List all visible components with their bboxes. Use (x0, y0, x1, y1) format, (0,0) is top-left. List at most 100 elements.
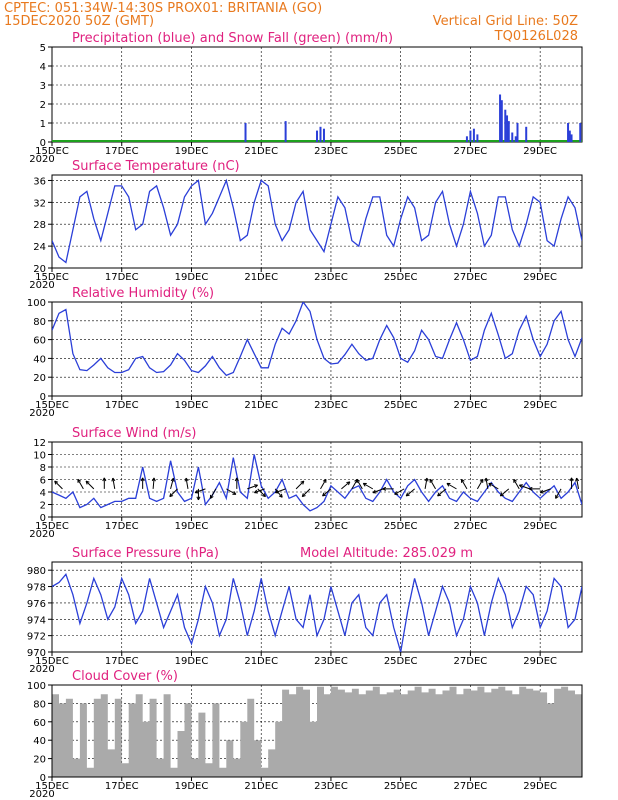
wind-arrow (372, 488, 384, 494)
y-tick-label: 28 (33, 220, 46, 231)
x-tick-label: 23DEC (314, 781, 348, 792)
x-tick-label: 23DEC (314, 272, 348, 283)
wind-arrow-head (424, 477, 429, 482)
wind-arrow-head (575, 477, 580, 482)
wind-arrow-head (429, 478, 434, 483)
precip-bar (476, 134, 479, 142)
wind-arrow-head (111, 477, 116, 482)
series-line (52, 302, 582, 377)
wind-arrow (322, 488, 332, 497)
y-tick-label: 4 (40, 62, 46, 73)
wind-arrow (341, 481, 351, 490)
precip-bar (504, 109, 507, 142)
wind-arrow (405, 488, 415, 497)
x-tick-label: 21DEC (244, 146, 278, 157)
x-tick-label: 15DEC (35, 272, 69, 283)
y-tick-label: 978 (27, 583, 46, 594)
precip-bar (322, 128, 325, 142)
y-tick-label: 100 (27, 681, 46, 692)
wind-arrow (226, 488, 237, 495)
wind-arrow (247, 484, 258, 490)
wind-arrow-head (488, 482, 493, 487)
y-tick-label: 1 (40, 119, 46, 130)
x-year-label: 2020 (29, 154, 54, 165)
header-run-date: 15DEC2020 50Z (GMT) (4, 14, 154, 29)
wind-arrow-head (382, 486, 387, 491)
precip-bar (570, 134, 573, 142)
x-tick-label: 21DEC (244, 781, 278, 792)
x-tick-label: 15DEC (35, 146, 69, 157)
x-tick-label: 25DEC (384, 272, 418, 283)
wind-arrow (429, 479, 436, 490)
wind-arrow (85, 480, 95, 490)
wind-arrow (170, 478, 174, 490)
cloud-cover-area (52, 686, 582, 777)
x-tick-label: 27DEC (454, 400, 488, 411)
y-tick-label: 100 (27, 298, 46, 309)
wind-arrow-head (278, 493, 283, 498)
wind-arrow (356, 479, 363, 490)
wind-arrow-head (437, 492, 442, 497)
wind-arrow (576, 477, 580, 489)
y-tick-label: 80 (33, 317, 46, 328)
x-tick-label: 17DEC (105, 146, 139, 157)
x-tick-label: 29DEC (523, 781, 557, 792)
wind-arrow-head (102, 477, 107, 482)
x-year-label: 2020 (29, 664, 54, 675)
x-tick-label: 25DEC (384, 781, 418, 792)
x-tick-label: 27DEC (454, 656, 488, 667)
panel-2: 20 24 28 32 36 15DEC 17DEC 19DEC 21DEC 23DEC 25DEC… (29, 159, 583, 291)
wind-arrow-head (539, 489, 544, 494)
x-tick-label: 17DEC (105, 781, 139, 792)
wind-arrow (301, 488, 311, 498)
wind-arrow-head (555, 494, 559, 499)
wind-arrow-head (169, 493, 174, 498)
x-tick-label: 19DEC (175, 781, 209, 792)
precip-bar (579, 123, 582, 142)
panel-4: 02 46 810 12 15DEC 17DEC 19DEC 21DEC 23DEC 25DEC 2… (29, 426, 583, 540)
y-tick-label: 40 (33, 736, 46, 747)
series-line (52, 178, 582, 264)
y-tick-label: 972 (27, 632, 46, 643)
wind-arrow-head (322, 478, 327, 483)
wind-arrow (254, 488, 265, 494)
y-tick-label: 3 (40, 81, 46, 92)
precip-bar (525, 126, 528, 142)
precip-bar (284, 121, 287, 142)
wind-arrow-head (405, 492, 410, 497)
wind-arrow-head (194, 489, 199, 494)
wind-arrow (257, 488, 266, 498)
wind-arrow (185, 477, 189, 489)
wind-arrow-head (209, 494, 214, 499)
wind-arrow-head (196, 496, 201, 501)
series-line (52, 454, 582, 512)
x-tick-label: 29DEC (523, 521, 557, 532)
y-tick-label: 24 (33, 242, 46, 253)
wind-arrow (555, 488, 562, 499)
wind-arrow-head (77, 478, 82, 483)
wind-arrow (54, 480, 63, 490)
wind-arrow-head (254, 484, 258, 489)
x-tick-label: 19DEC (175, 656, 209, 667)
wind-arrow-head (262, 493, 266, 498)
precip-bar (244, 123, 247, 142)
wind-arrow-head (151, 477, 156, 482)
wind-arrow-head (170, 477, 175, 482)
y-tick-label: 970 (27, 648, 46, 659)
wind-arrow-head (234, 477, 239, 482)
wind-arrow-head (372, 489, 377, 494)
wind-arrow (424, 477, 428, 489)
y-tick-label: 6 (40, 476, 46, 487)
x-tick-label: 27DEC (454, 146, 488, 157)
y-tick-label: 20 (33, 755, 46, 766)
wind-arrow-head (322, 492, 327, 497)
x-tick-label: 15DEC (35, 400, 69, 411)
wind-arrow-head (54, 480, 59, 485)
panel-title: Precipitation (blue) and Snow Fall (gree… (72, 31, 393, 46)
wind-arrow-head (301, 493, 306, 498)
y-tick-label: 976 (27, 599, 46, 610)
precip-bar (465, 136, 468, 142)
y-tick-label: 60 (33, 718, 46, 729)
x-tick-label: 17DEC (105, 272, 139, 283)
y-tick-label: 2 (40, 501, 46, 512)
